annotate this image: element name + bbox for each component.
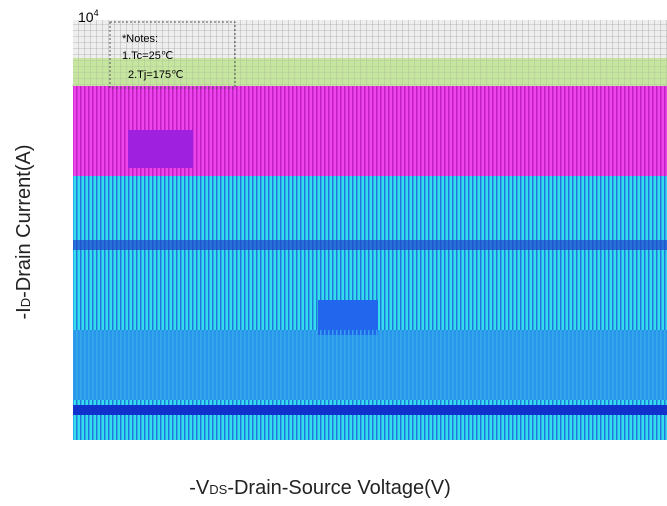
notes-box (109, 21, 236, 89)
label-sub: D (18, 298, 33, 307)
y-axis-label: -ID-Drain Current(A) (13, 145, 35, 320)
band-line (73, 405, 667, 415)
label-part: -V (189, 477, 210, 499)
label-part: -Drain-Source Voltage(V) (227, 477, 450, 499)
grid (73, 20, 667, 60)
label-part: -I (13, 307, 35, 319)
note: 2.Tj=175℃ (128, 69, 183, 81)
label-part: -Drain Current(A) (13, 145, 35, 298)
x-axis-label: -VDS-Drain-Source Voltage(V) (189, 477, 451, 499)
tick-exp: 4 (94, 8, 99, 18)
label-sub: DS (209, 482, 227, 497)
band-line (73, 240, 667, 250)
blue-band (73, 330, 667, 400)
block (128, 130, 193, 168)
note: 1.Tc=25℃ (122, 50, 173, 62)
grid (73, 58, 667, 86)
plot-area (73, 20, 667, 440)
block (318, 300, 378, 335)
tick-base: 10 (78, 9, 94, 25)
notes-title: *Notes: (122, 33, 158, 45)
corner-tick: 104 (78, 8, 99, 25)
